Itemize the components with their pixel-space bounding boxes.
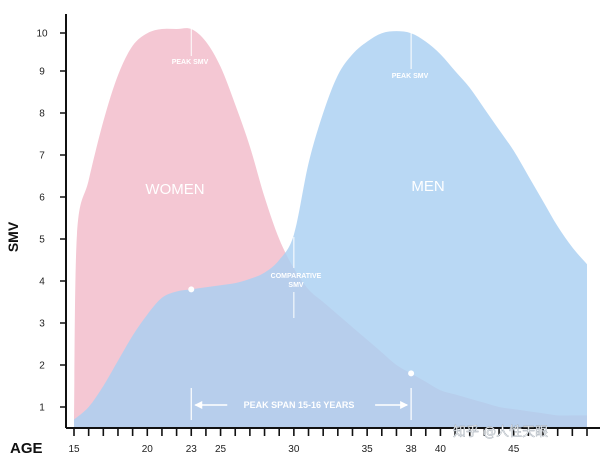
x-tick-label: 30 — [288, 444, 300, 455]
x-tick-label: 15 — [68, 444, 80, 455]
x-axis-title: AGE — [10, 440, 43, 457]
x-tick-label: 23 — [186, 444, 198, 455]
y-tick-label: 4 — [39, 277, 45, 288]
peak-span-arrowhead-right — [400, 401, 409, 409]
y-tick-label: 3 — [39, 319, 45, 330]
x-tick-label: 38 — [406, 444, 418, 455]
x-tick-label: 45 — [508, 444, 520, 455]
y-tick-label: 2 — [39, 361, 45, 372]
y-tick-label: 1 — [39, 403, 45, 414]
y-tick-label: 10 — [36, 29, 48, 40]
annotation-group — [188, 26, 415, 420]
area-men — [74, 31, 587, 428]
comparative-smv-label-line: SMV — [288, 282, 304, 289]
peak-smv-women-label: PEAK SMV — [172, 59, 209, 66]
y-axis-title: SMV — [5, 221, 21, 252]
x-tick-label: 40 — [435, 444, 447, 455]
y-tick-label: 9 — [39, 67, 45, 78]
y-tick-label: 6 — [39, 193, 45, 204]
y-tick-label: 5 — [39, 235, 45, 246]
x-tick-label: 20 — [142, 444, 154, 455]
x-tick-label: 25 — [215, 444, 227, 455]
watermark: 知乎 @人性天眼 — [453, 424, 548, 440]
y-tick-label: 8 — [39, 109, 45, 120]
comparative-smv-label-line: COMPARATIVE — [271, 273, 322, 280]
women-label: WOMEN — [145, 181, 204, 198]
peak-span-arrowhead-left — [194, 401, 203, 409]
x-tick-label: 35 — [362, 444, 374, 455]
data-point-men — [408, 370, 415, 377]
men-label: MEN — [411, 178, 444, 195]
y-tick-label: 7 — [39, 151, 45, 162]
data-point-women — [188, 286, 195, 293]
peak-smv-men-label: PEAK SMV — [392, 73, 429, 80]
area-series-group — [74, 28, 587, 428]
comparative-smv-label: COMPARATIVE SMV — [271, 273, 322, 289]
peak-span-label: PEAK SPAN 15-16 YEARS — [244, 400, 355, 410]
